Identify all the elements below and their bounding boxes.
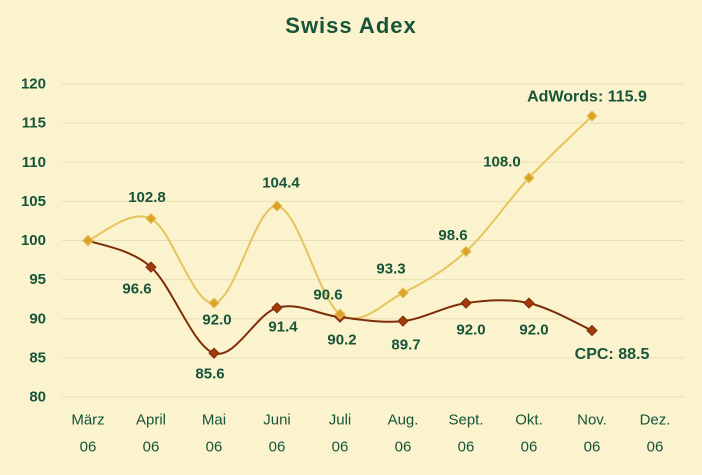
- marker-CPC-Mai: [208, 347, 220, 359]
- xtick-year-0: 06: [80, 439, 97, 456]
- data-label-CPC-Mai: 85.6: [195, 366, 224, 383]
- marker-CPC-Okt.: [523, 297, 535, 309]
- marker-CPC-Juni: [271, 302, 283, 314]
- data-label-CPC-Aug.: 89.7: [391, 337, 420, 354]
- series-line-AdWords: [87, 115, 593, 320]
- marker-AdWords-Mai: [208, 297, 220, 309]
- marker-CPC-April: [145, 261, 157, 273]
- data-label-AdWords-Okt.: 108.0: [483, 153, 521, 170]
- xtick-month-4: Juli: [329, 412, 352, 429]
- xtick-year-3: 06: [269, 439, 286, 456]
- xtick-month-7: Okt.: [515, 412, 543, 429]
- xtick-month-2: Mai: [202, 412, 226, 429]
- xtick-month-0: März: [71, 412, 104, 429]
- data-label-CPC-Nov.: CPC: 88.5: [575, 346, 650, 363]
- xtick-year-7: 06: [521, 439, 538, 456]
- data-label-AdWords-Juni: 104.4: [262, 175, 300, 192]
- data-label-AdWords-April: 102.8: [128, 189, 166, 206]
- marker-CPC-Aug.: [397, 315, 409, 327]
- marker-AdWords-Aug.: [397, 287, 409, 299]
- data-label-CPC-Okt.: 92.0: [519, 322, 548, 339]
- marker-AdWords-April: [145, 212, 157, 225]
- data-label-CPC-April: 96.6: [122, 281, 151, 298]
- xtick-year-4: 06: [332, 439, 349, 456]
- marker-AdWords-Juni: [271, 200, 283, 212]
- ytick-label-100: 100: [21, 232, 46, 249]
- xtick-month-9: Dez.: [640, 412, 671, 429]
- ytick-label-110: 110: [22, 154, 46, 171]
- marker-AdWords-Nov.: [586, 110, 598, 122]
- data-label-CPC-Juli: 90.2: [327, 332, 356, 349]
- ytick-label-115: 115: [22, 115, 46, 132]
- marker-AdWords-Sept.: [460, 245, 472, 258]
- xtick-month-3: Juni: [263, 412, 291, 429]
- ytick-label-85: 85: [29, 349, 46, 366]
- chart-title: Swiss Adex: [285, 13, 417, 38]
- ytick-label-80: 80: [29, 389, 46, 406]
- ytick-label-120: 120: [21, 76, 46, 93]
- series-line-CPC: [87, 239, 593, 355]
- data-label-AdWords-Mai: 92.0: [202, 312, 231, 329]
- data-label-CPC-Juni: 91.4: [268, 318, 298, 335]
- marker-CPC-Nov.: [586, 324, 598, 337]
- ytick-label-105: 105: [21, 193, 46, 210]
- marker-AdWords-März: [82, 234, 94, 247]
- ytick-label-90: 90: [29, 310, 46, 327]
- data-label-AdWords-Aug.: 93.3: [376, 260, 405, 277]
- data-label-AdWords-Sept.: 98.6: [438, 227, 467, 244]
- data-label-CPC-Sept.: 92.0: [456, 322, 485, 339]
- xtick-year-1: 06: [143, 439, 160, 456]
- marker-AdWords-Okt.: [523, 172, 535, 184]
- xtick-year-6: 06: [458, 439, 475, 456]
- xtick-month-1: April: [136, 412, 166, 429]
- ytick-label-95: 95: [29, 271, 46, 288]
- data-label-AdWords-Juli: 90.6: [313, 287, 342, 304]
- marker-AdWords-Juli: [334, 308, 346, 320]
- xtick-month-6: Sept.: [448, 412, 483, 429]
- data-label-AdWords-Nov.: AdWords: 115.9: [527, 89, 647, 106]
- xtick-year-8: 06: [584, 439, 601, 456]
- xtick-month-5: Aug.: [388, 412, 419, 429]
- xtick-year-9: 06: [647, 439, 664, 456]
- xtick-year-5: 06: [395, 439, 412, 456]
- xtick-month-8: Nov.: [577, 412, 607, 429]
- xtick-year-2: 06: [206, 439, 223, 456]
- marker-CPC-Sept.: [460, 297, 472, 309]
